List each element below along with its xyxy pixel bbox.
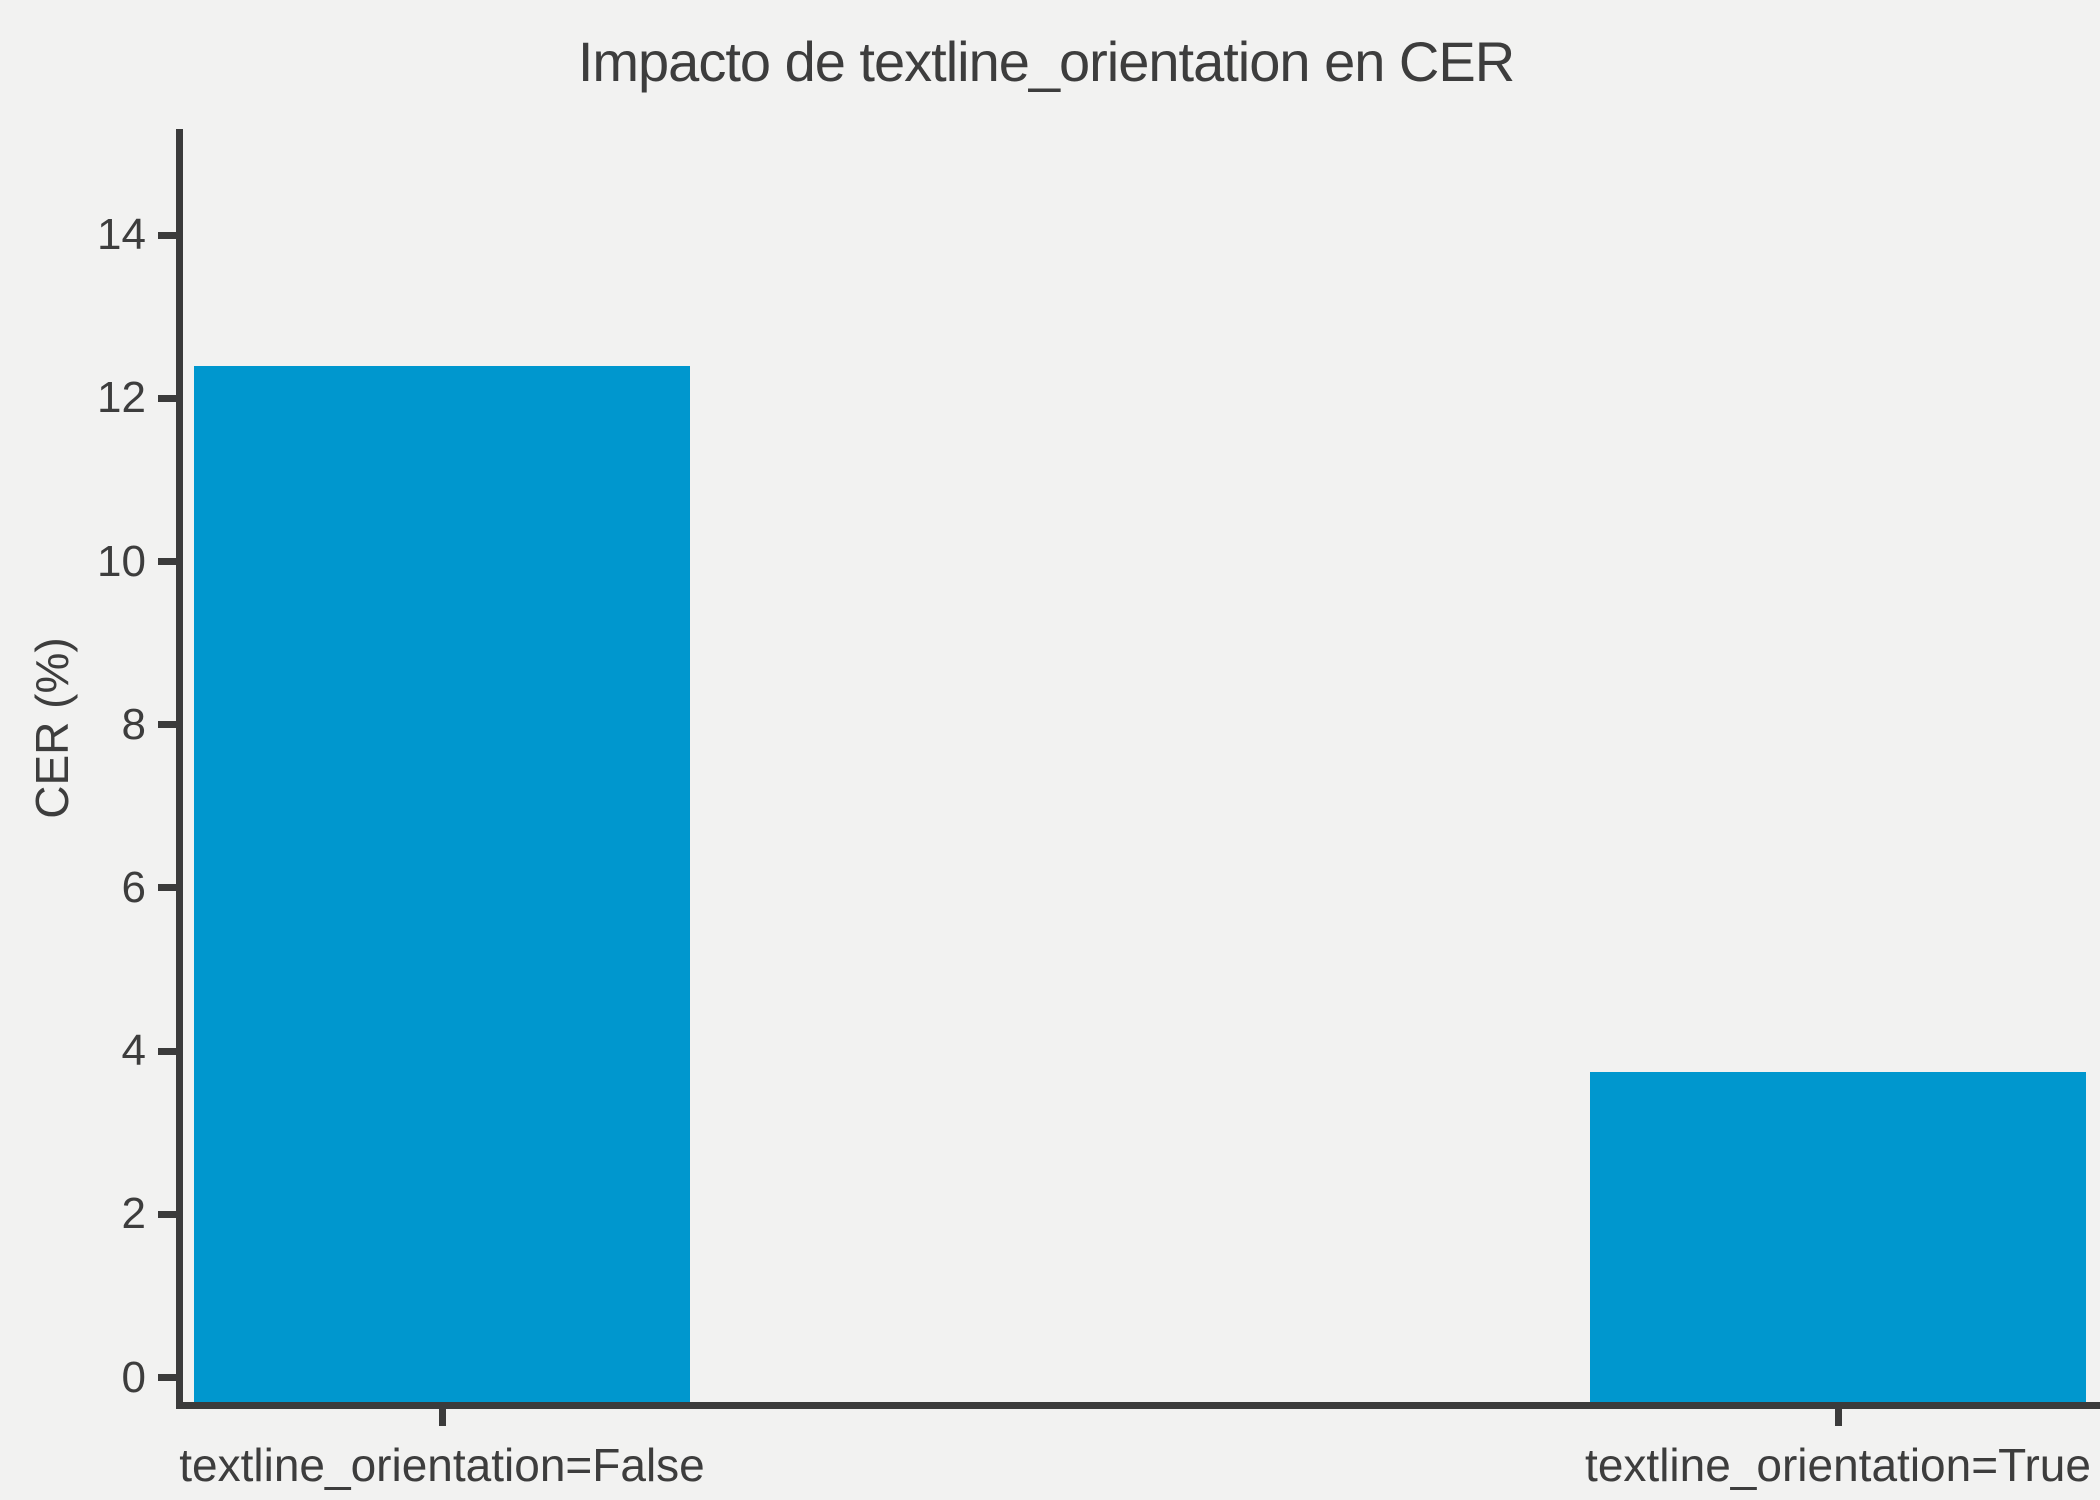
y-tick-label: 12 — [97, 373, 146, 423]
y-tick-label: 10 — [97, 536, 146, 586]
y-tick-mark — [158, 1047, 176, 1055]
x-axis-spine — [176, 1402, 2100, 1409]
y-tick-label: 2 — [121, 1189, 146, 1239]
x-tick-label: textline_orientation=True — [1585, 1439, 2091, 1491]
chart-title: Impacto de textline_orientation en CER — [577, 30, 1515, 93]
x-tick-label: textline_orientation=False — [179, 1439, 705, 1491]
y-axis-spine — [176, 129, 183, 1409]
y-tick-label: 0 — [121, 1352, 146, 1402]
y-tick-mark — [158, 1374, 176, 1381]
y-tick-mark — [158, 884, 176, 892]
y-tick-mark — [158, 1210, 176, 1218]
x-tick-mark — [1834, 1409, 1842, 1426]
y-tick-label: 14 — [97, 210, 146, 260]
x-tick-mark — [438, 1409, 446, 1426]
y-tick-mark — [158, 231, 176, 239]
bar — [194, 365, 690, 1402]
y-tick-mark — [158, 721, 176, 729]
y-tick-label: 6 — [121, 862, 146, 912]
y-tick-mark — [158, 558, 176, 565]
y-tick-label: 4 — [121, 1026, 146, 1076]
y-tick-mark — [158, 394, 176, 402]
y-tick-label: 8 — [121, 699, 146, 749]
bar — [1590, 1071, 2086, 1402]
